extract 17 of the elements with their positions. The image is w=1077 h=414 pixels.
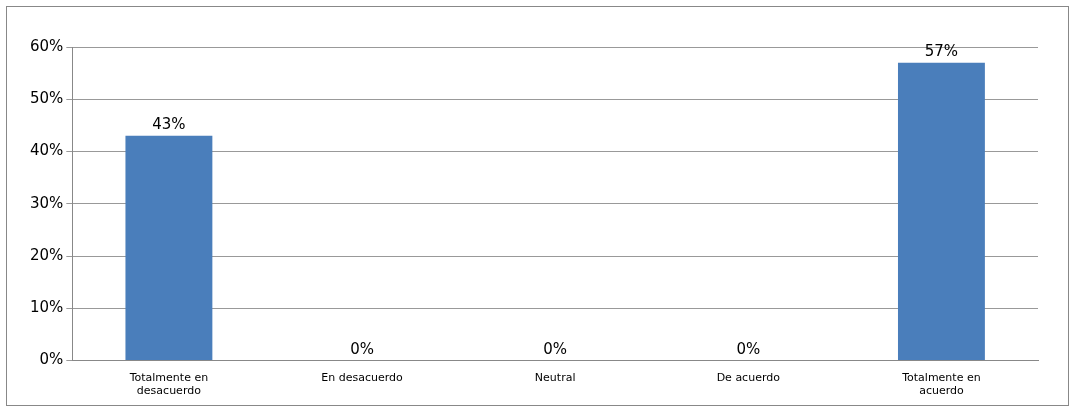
- y-tick-label: 60%: [30, 36, 64, 55]
- data-label: 57%: [924, 42, 959, 61]
- x-tick-label: En desacuerdo: [321, 371, 404, 385]
- y-tick-label: 10%: [30, 298, 64, 317]
- y-tick-label: 40%: [30, 141, 64, 160]
- y-tick-label: 20%: [30, 245, 64, 264]
- data-label: 0%: [350, 339, 374, 358]
- data-label: 0%: [736, 339, 761, 358]
- y-tick-label: 0%: [39, 350, 64, 369]
- y-tick-label: 50%: [30, 89, 64, 108]
- data-label: 0%: [543, 339, 568, 358]
- x-tick-label: Totalmente en acuerdo: [901, 371, 981, 398]
- x-tick-label: Neutral: [534, 371, 576, 385]
- x-tick-label: Totalmente en desacuerdo: [128, 371, 209, 398]
- y-tick-label: 30%: [30, 193, 64, 212]
- data-label: 43%: [152, 115, 186, 134]
- x-tick-label: De acuerdo: [716, 371, 781, 385]
